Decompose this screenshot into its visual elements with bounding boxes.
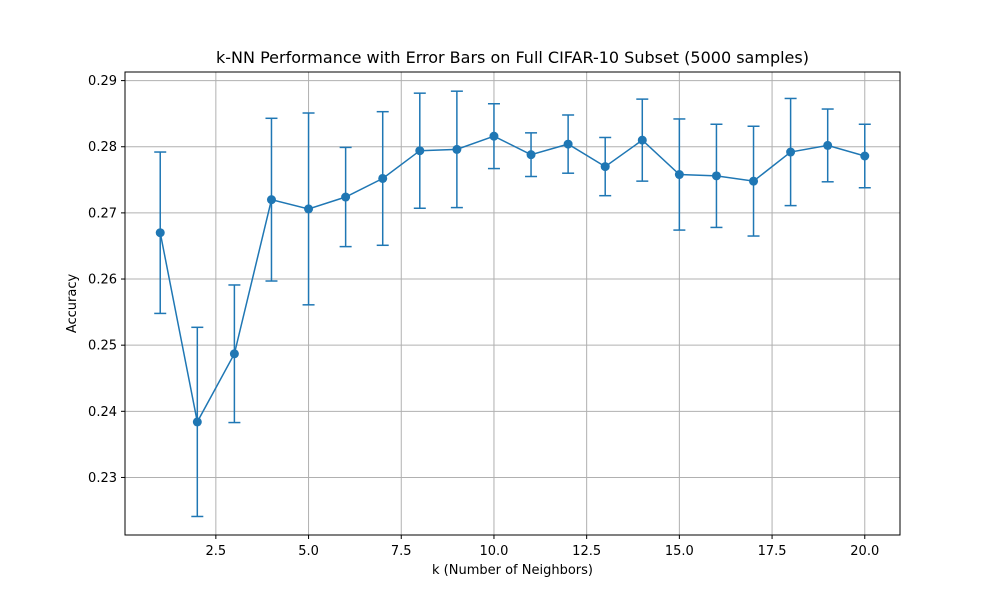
x-tick-label: 7.5 [391,544,412,559]
data-point [155,228,165,238]
data-point [637,135,647,145]
data-point [192,417,202,427]
chart-title: k-NN Performance with Error Bars on Full… [216,48,809,67]
x-tick-label: 12.5 [572,544,601,559]
y-axis-ticks: 0.23 0.24 0.25 0.26 0.27 0.28 0.29 [88,74,125,486]
x-axis-label: k (Number of Neighbors) [432,563,593,578]
plot-frame [124,71,901,536]
data-point [229,349,239,359]
y-tick-label: 0.23 [88,471,117,486]
data-point [563,139,573,149]
x-axis-ticks: 2.5 5.0 7.5 10.0 12.5 15.0 17.5 20.0 [206,535,879,559]
data-point [749,176,759,186]
y-tick-label: 0.25 [88,339,117,354]
data-point [786,147,796,157]
data-point [823,140,833,150]
data-point [674,170,684,180]
x-tick-label: 20.0 [850,544,879,559]
y-tick-label: 0.28 [88,140,117,155]
data-point [860,151,870,161]
y-tick-label: 0.24 [88,405,117,420]
series-line-layer [159,135,865,425]
data-point [341,192,351,202]
y-axis-label: Accuracy [65,274,80,334]
x-tick-label: 15.0 [665,544,694,559]
data-point [415,146,425,156]
x-tick-label: 5.0 [298,544,319,559]
data-points [155,131,870,427]
error-bars [154,90,871,518]
data-point [711,171,721,181]
data-point [452,144,462,154]
x-tick-label: 17.5 [758,544,787,559]
data-point [600,162,610,172]
data-point [526,150,536,160]
y-tick-label: 0.26 [88,273,117,288]
y-tick-label: 0.29 [88,74,117,89]
data-point [266,195,276,205]
x-tick-label: 10.0 [479,544,508,559]
y-tick-label: 0.27 [88,206,117,221]
data-point [378,173,388,183]
data-point [304,204,314,214]
x-tick-label: 2.5 [206,544,227,559]
grid-layer [125,72,900,535]
series-line [159,135,865,425]
data-point [489,131,499,141]
